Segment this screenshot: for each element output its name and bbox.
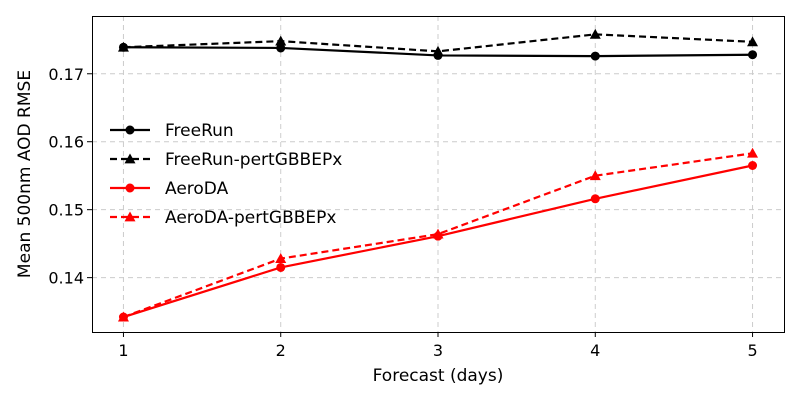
x-tick-label: 1 xyxy=(118,341,128,360)
legend-entry: AeroDA xyxy=(110,179,229,199)
data-point xyxy=(275,253,287,264)
x-axis-label: Forecast (days) xyxy=(373,366,504,386)
grid xyxy=(92,16,784,332)
data-point xyxy=(589,170,601,181)
legend-label: FreeRun xyxy=(165,121,234,141)
series-line xyxy=(123,152,753,319)
legend-label: FreeRun-pertGBBEPx xyxy=(165,150,342,170)
legend-marker xyxy=(125,125,135,135)
data-point xyxy=(276,262,286,272)
data-point xyxy=(432,228,444,239)
legend-entry: FreeRun-pertGBBEPx xyxy=(110,150,342,170)
series-freerun-pertgbbepx xyxy=(117,28,759,56)
legend-entry: FreeRun xyxy=(110,121,234,141)
series-aeroda-pertgbbepx xyxy=(117,147,759,322)
axis-ticks: 1 2 3 4 5 0.14 0.15 0.16 0.17 xyxy=(48,65,757,360)
y-tick-label: 0.17 xyxy=(48,65,84,84)
legend-marker xyxy=(124,211,136,222)
data-point xyxy=(748,50,758,60)
data-point xyxy=(747,36,759,47)
y-tick-label: 0.15 xyxy=(48,201,84,220)
x-tick-label: 4 xyxy=(590,341,600,360)
series-layer xyxy=(117,28,759,322)
x-tick-label: 5 xyxy=(747,341,757,360)
y-tick-label: 0.16 xyxy=(48,133,84,152)
x-tick-label: 3 xyxy=(433,341,443,360)
data-point xyxy=(117,41,129,52)
data-point xyxy=(117,311,129,322)
legend-marker xyxy=(124,153,136,164)
y-tick-label: 0.14 xyxy=(48,269,84,288)
data-point xyxy=(590,51,600,61)
data-point xyxy=(276,43,286,53)
data-point xyxy=(589,28,601,39)
legend-entry: AeroDA-pertGBBEPx xyxy=(110,208,336,228)
legend-label: AeroDA xyxy=(165,179,229,199)
data-point xyxy=(432,45,444,56)
x-tick-label: 2 xyxy=(276,341,286,360)
y-axis-label: Mean 500nm AOD RMSE xyxy=(15,70,35,278)
data-point xyxy=(590,194,600,204)
data-point xyxy=(747,147,759,158)
legend-label: AeroDA-pertGBBEPx xyxy=(165,208,336,228)
legend-marker xyxy=(125,183,135,193)
data-point xyxy=(275,35,287,46)
legend: FreeRun FreeRun-pertGBBEPx AeroDA AeroDA-pe… xyxy=(110,121,342,228)
data-point xyxy=(748,161,758,171)
